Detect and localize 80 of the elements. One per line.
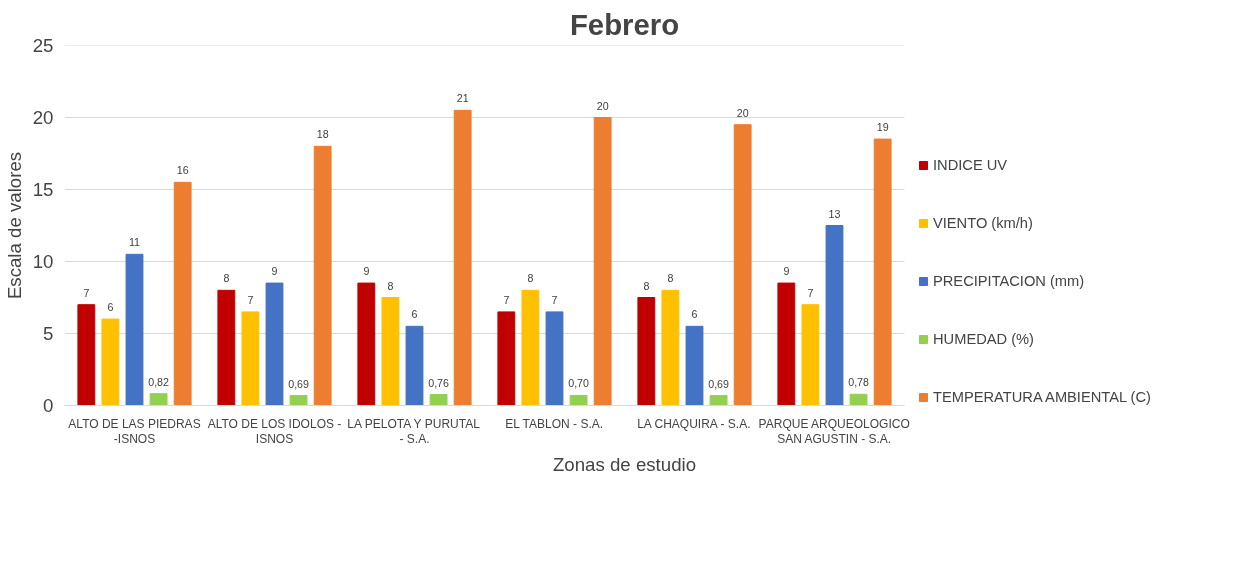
data-label: 8 (387, 279, 394, 292)
bar (149, 393, 168, 406)
y-tick-label: 20 (32, 107, 54, 128)
data-label: 13 (828, 207, 841, 220)
bar (709, 395, 728, 406)
bar (733, 124, 752, 406)
bar (405, 325, 424, 406)
bar (453, 109, 472, 406)
data-label: 9 (783, 265, 790, 278)
bar (265, 282, 284, 406)
bar (873, 138, 892, 406)
data-label: 6 (691, 308, 698, 321)
legend-label: VIENTO (km/h) (933, 215, 1033, 231)
x-tick-label: LA PELOTA Y PURUTAL - S.A. (347, 416, 481, 446)
bar (289, 395, 308, 406)
bar (497, 311, 516, 406)
data-label: 7 (83, 286, 90, 299)
bar (801, 304, 820, 406)
x-tick-label: ALTO DE LOS IDOLOS - ISNOS (207, 416, 342, 446)
data-label: 7 (503, 293, 510, 306)
data-label: 7 (247, 293, 254, 306)
data-label: 18 (316, 128, 329, 141)
x-tick-label: ALTO DE LAS PIEDRAS -ISNOS (68, 416, 201, 446)
bar (685, 325, 704, 406)
bar (545, 311, 564, 406)
y-tick-label: 10 (32, 251, 54, 272)
data-label: 0,78 (848, 376, 870, 389)
y-tick-label: 5 (43, 323, 54, 344)
data-label: 8 (527, 272, 534, 285)
legend-label: TEMPERATURA AMBIENTAL (C) (933, 389, 1151, 405)
data-label: 0,82 (148, 375, 170, 388)
x-tick-label: LA CHAQUIRA - S.A. (637, 416, 751, 431)
bar (173, 181, 192, 406)
data-label: 0,69 (708, 377, 730, 390)
x-tick-label: EL TABLON - S.A. (505, 416, 604, 431)
y-tick-label: 0 (43, 395, 54, 416)
x-axis-title: Zonas de estudio (552, 453, 697, 475)
bar (241, 311, 260, 406)
y-axis-title: Escala de valores (3, 151, 25, 300)
bar (429, 394, 448, 406)
bar (217, 289, 236, 406)
legend-label: PRECIPITACION (mm) (933, 273, 1085, 289)
bar (569, 394, 588, 406)
bar (101, 318, 120, 406)
bar (777, 282, 796, 406)
bar (77, 304, 96, 406)
data-label: 19 (876, 121, 889, 134)
bar (661, 289, 680, 406)
data-label: 0,76 (428, 376, 450, 389)
legend-label: HUMEDAD (%) (933, 331, 1034, 347)
y-tick-label: 15 (32, 179, 54, 200)
data-label: 0,69 (288, 377, 310, 390)
bar (125, 253, 144, 406)
data-label: 9 (363, 265, 370, 278)
data-label: 11 (128, 236, 141, 249)
data-label: 8 (643, 279, 650, 292)
data-label: 21 (456, 92, 469, 105)
bar (825, 225, 844, 406)
data-label: 16 (176, 164, 189, 177)
data-label: 0,70 (568, 377, 590, 390)
bar (521, 289, 540, 406)
data-label: 6 (411, 308, 418, 321)
bar (313, 145, 332, 406)
chart-title: Febrero (569, 7, 680, 41)
x-tick-label: PARQUE ARQUEOLOGICO SAN AGUSTIN - S.A. (758, 416, 910, 446)
data-label: 9 (271, 265, 278, 278)
legend-label: INDICE UV (933, 157, 1008, 173)
data-label: 7 (551, 293, 558, 306)
bar (381, 297, 400, 406)
data-label: 6 (107, 301, 114, 314)
data-label: 20 (596, 99, 609, 112)
bar (637, 297, 656, 406)
bar (357, 282, 376, 406)
data-label: 8 (667, 272, 674, 285)
bar (849, 393, 868, 406)
bar (593, 117, 612, 406)
data-label: 7 (807, 286, 814, 299)
data-label: 8 (223, 272, 230, 285)
y-tick-label: 25 (32, 35, 54, 56)
data-label: 20 (736, 106, 749, 119)
